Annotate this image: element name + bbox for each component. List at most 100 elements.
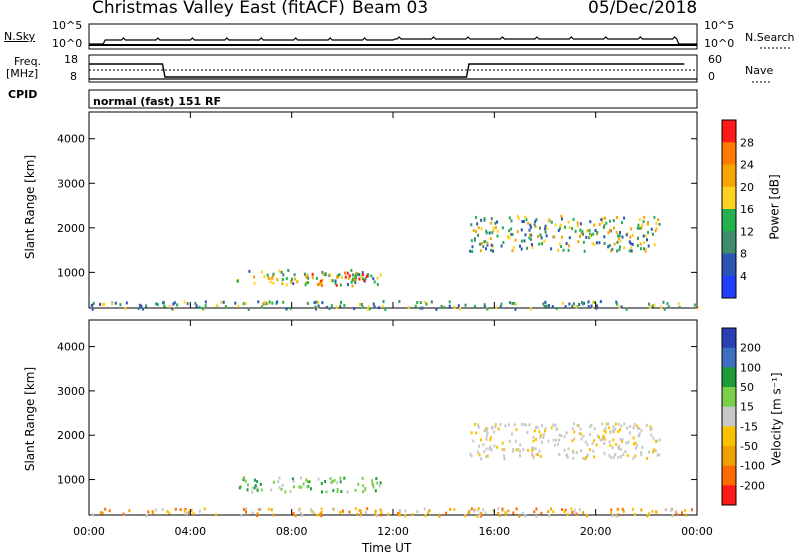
data-cell [608, 228, 611, 232]
data-cell [272, 274, 274, 278]
data-cell [142, 307, 144, 311]
data-cell [556, 442, 559, 446]
data-cell [469, 452, 472, 456]
data-cell [571, 510, 574, 514]
data-cell [517, 447, 520, 451]
data-cell [267, 507, 270, 511]
power-data-layer [90, 214, 699, 311]
data-cell [583, 249, 586, 253]
data-cell [360, 303, 363, 306]
data-cell [636, 424, 638, 428]
data-cell [544, 224, 547, 228]
data-cell [563, 510, 566, 514]
data-cell [629, 425, 632, 428]
data-cell [618, 248, 621, 252]
data-cell [529, 307, 532, 311]
data-cell [304, 283, 307, 287]
data-cell [328, 274, 331, 277]
data-cell [596, 231, 599, 235]
data-cell [471, 250, 474, 253]
data-cell [435, 307, 438, 311]
data-cell [296, 280, 299, 284]
data-cell [666, 302, 669, 305]
data-cell [508, 216, 511, 220]
data-cell [198, 305, 201, 309]
data-cell [604, 430, 607, 434]
data-cell [360, 512, 362, 516]
data-cell [544, 426, 547, 430]
data-cell [548, 218, 550, 222]
data-cell [350, 280, 353, 284]
data-cell [640, 429, 643, 433]
data-cell [376, 481, 379, 485]
data-cell [253, 281, 256, 285]
data-cell [269, 280, 272, 284]
data-cell [195, 304, 198, 308]
data-cell [535, 438, 537, 441]
data-cell [610, 456, 613, 460]
data-cell [588, 236, 590, 240]
colorbar-tick-label: 50 [740, 381, 754, 394]
data-cell [648, 450, 651, 454]
data-cell [371, 479, 374, 483]
data-cell [610, 511, 613, 514]
data-cell [354, 507, 357, 511]
data-cell [398, 510, 401, 514]
data-cell [626, 454, 629, 457]
data-cell [533, 223, 536, 227]
data-cell [379, 481, 382, 485]
data-cell [533, 510, 536, 514]
data-cell [638, 426, 641, 430]
data-cell [558, 452, 561, 456]
data-cell [558, 242, 561, 246]
data-cell [382, 300, 385, 304]
data-cell [643, 215, 646, 219]
data-cell [361, 277, 364, 281]
data-cell [272, 513, 275, 517]
data-cell [469, 249, 472, 253]
data-cell [306, 273, 309, 277]
data-cell [638, 432, 641, 436]
colorbar-frame [721, 327, 737, 506]
data-cell [280, 270, 283, 274]
data-cell [480, 512, 483, 516]
data-cell [329, 477, 332, 480]
data-cell [256, 486, 259, 490]
data-cell [588, 432, 591, 436]
data-cell [485, 455, 488, 458]
data-cell [656, 453, 659, 457]
data-cell [579, 508, 581, 512]
data-cell [285, 283, 288, 287]
data-cell [511, 249, 514, 253]
data-cell [615, 216, 618, 219]
data-cell [334, 281, 337, 285]
data-cell [598, 435, 600, 439]
data-cell [477, 226, 480, 230]
data-cell [245, 507, 248, 511]
data-cell [366, 507, 369, 511]
data-cell [674, 510, 677, 514]
colorbar-tick-label: 4 [740, 270, 747, 283]
data-cell [425, 302, 428, 306]
data-cell [172, 307, 175, 311]
data-cell [582, 456, 585, 460]
data-cell [479, 242, 482, 246]
data-cell [601, 217, 604, 220]
data-cell [339, 476, 342, 480]
data-cell [621, 235, 624, 239]
data-cell [619, 239, 622, 243]
data-cell [493, 430, 496, 434]
data-cell [608, 440, 611, 444]
data-cell [396, 512, 399, 516]
data-cell [483, 240, 486, 244]
data-cell [443, 305, 446, 309]
data-cell [319, 281, 322, 285]
data-cell [301, 513, 304, 517]
data-cell [470, 507, 473, 511]
data-cell [511, 302, 514, 305]
data-cell [520, 228, 523, 232]
data-cell [260, 270, 263, 274]
data-cell [353, 276, 356, 279]
data-cell [557, 229, 560, 232]
data-cell [616, 240, 619, 244]
